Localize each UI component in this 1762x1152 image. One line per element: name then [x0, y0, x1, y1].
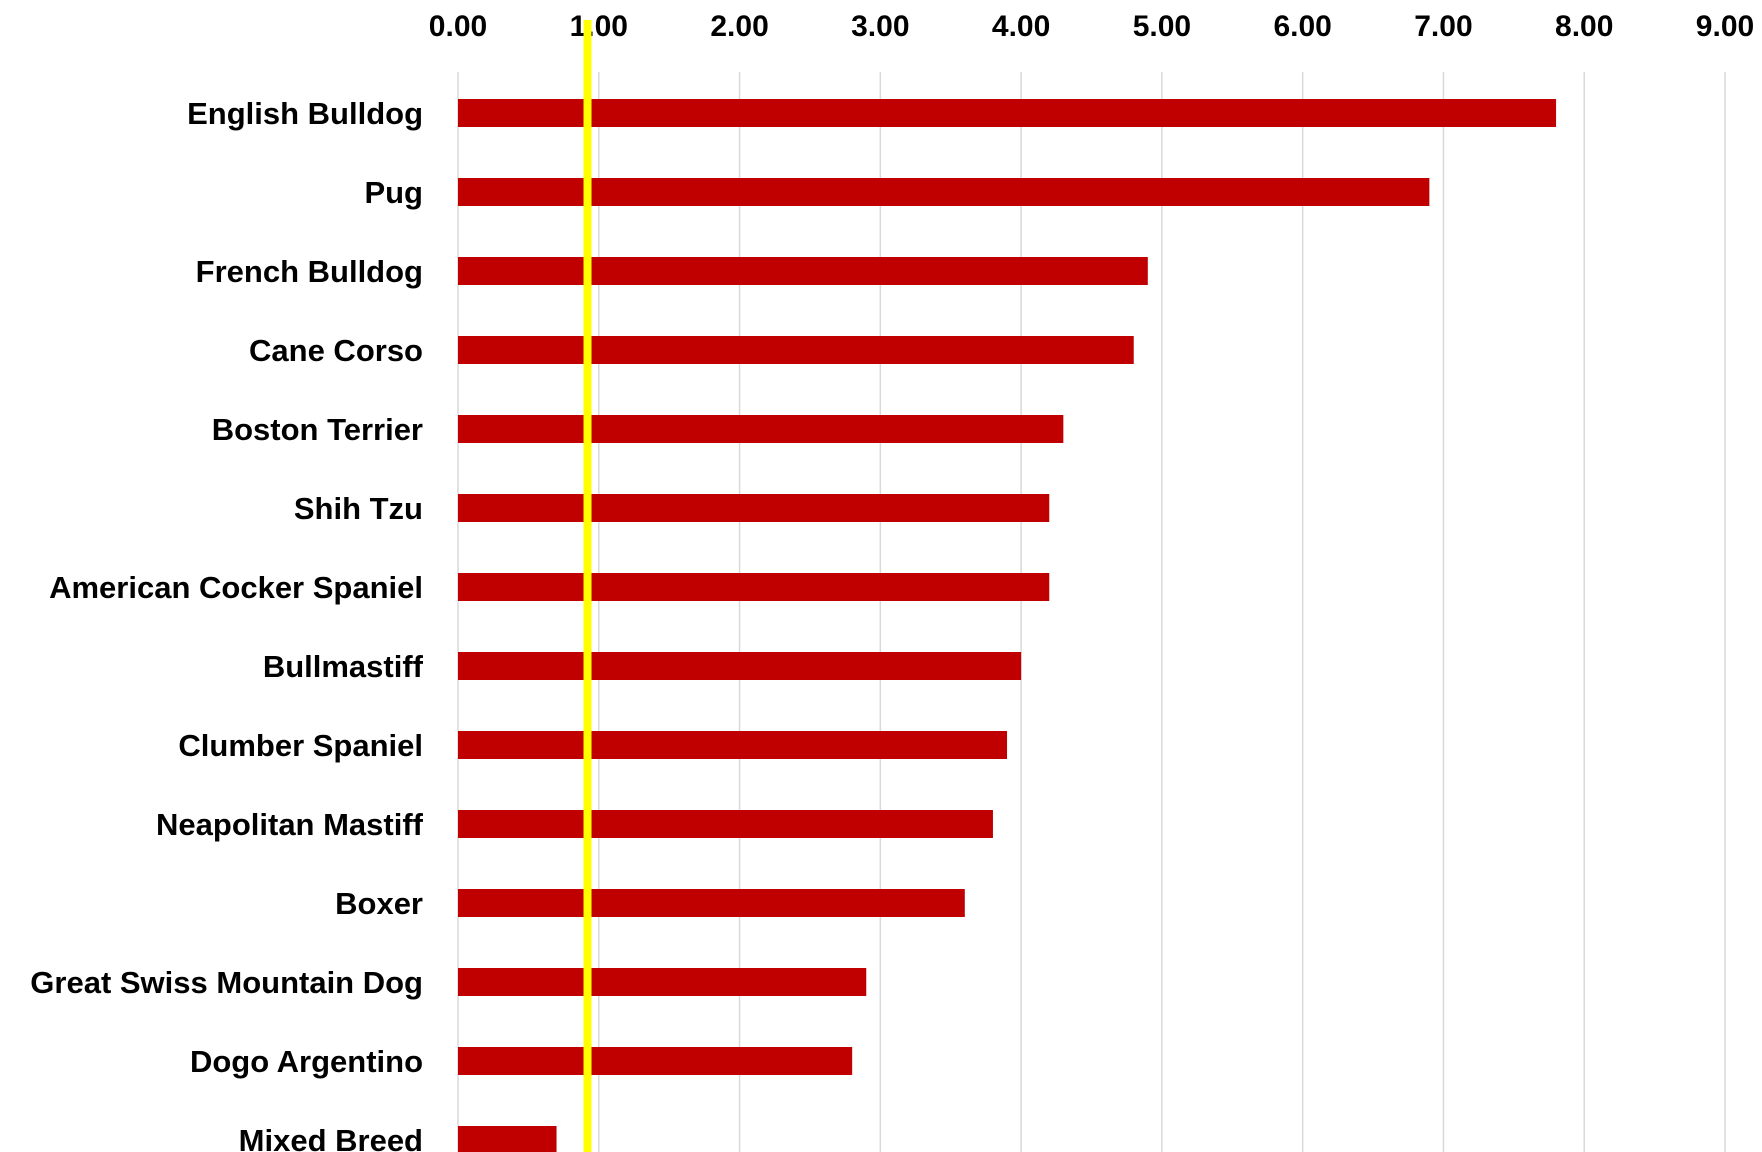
category-label: Cane Corso: [249, 333, 423, 368]
x-tick-label: 5.00: [1133, 10, 1191, 43]
bar: [458, 257, 1148, 285]
x-tick-label: 0.00: [429, 10, 487, 43]
bar: [458, 494, 1050, 522]
category-label: Mixed Breed: [239, 1123, 423, 1152]
bar: [458, 336, 1134, 364]
bar: [458, 731, 1008, 759]
x-tick-label: 3.00: [851, 10, 909, 43]
x-tick-label: 4.00: [992, 10, 1050, 43]
bar: [458, 415, 1064, 443]
x-tick-label: 6.00: [1273, 10, 1331, 43]
category-label: Neapolitan Mastiff: [156, 807, 424, 842]
x-tick-label: 8.00: [1555, 10, 1613, 43]
category-label: French Bulldog: [196, 254, 423, 289]
gridlines: [457, 72, 1726, 1152]
category-labels: English Bulldog Pug French Bulldog Cane Cor…: [30, 96, 423, 1152]
bar: [458, 810, 993, 838]
bars: [458, 99, 1557, 1152]
bar: [458, 99, 1557, 127]
bar: [458, 652, 1022, 680]
category-label: Boxer: [335, 886, 423, 921]
x-axis-ticks: 0.00 1.00 2.00 3.00 4.00 5.00 6.00 7.00 8.00 9.00: [429, 10, 1754, 43]
x-tick-label: 1.00: [570, 10, 628, 43]
category-label: Dogo Argentino: [190, 1044, 423, 1079]
category-label: Shih Tzu: [294, 491, 423, 526]
category-label: Great Swiss Mountain Dog: [30, 965, 423, 1000]
bar: [458, 968, 867, 996]
x-tick-label: 7.00: [1414, 10, 1472, 43]
category-label: Pug: [364, 175, 423, 210]
x-tick-label: 9.00: [1696, 10, 1754, 43]
category-label: English Bulldog: [187, 96, 423, 131]
x-tick-label: 2.00: [710, 10, 768, 43]
category-label: Boston Terrier: [212, 412, 423, 447]
category-label: American Cocker Spaniel: [49, 570, 423, 605]
category-label: Bullmastiff: [263, 649, 424, 684]
bar: [458, 1126, 557, 1152]
bar: [458, 178, 1430, 206]
category-label: Clumber Spaniel: [178, 728, 423, 763]
bar: [458, 573, 1050, 601]
bar: [458, 1047, 853, 1075]
bar: [458, 889, 965, 917]
